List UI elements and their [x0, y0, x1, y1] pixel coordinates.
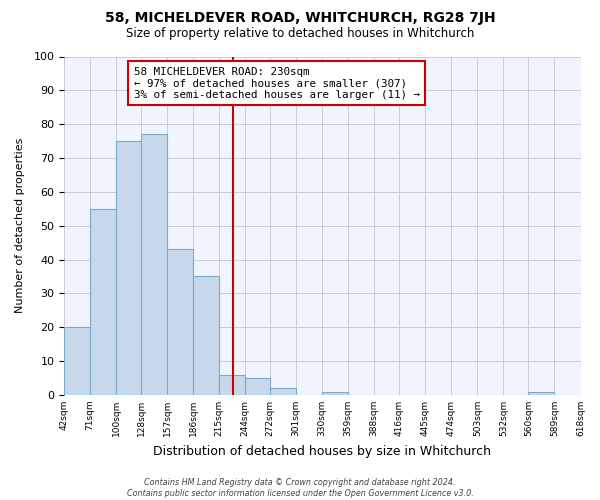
- Bar: [116, 141, 141, 395]
- Text: 58, MICHELDEVER ROAD, WHITCHURCH, RG28 7JH: 58, MICHELDEVER ROAD, WHITCHURCH, RG28 7…: [104, 11, 496, 25]
- Bar: [322, 392, 348, 395]
- Bar: [219, 374, 245, 395]
- Text: Size of property relative to detached houses in Whitchurch: Size of property relative to detached ho…: [126, 27, 474, 40]
- Bar: [270, 388, 296, 395]
- Bar: [90, 209, 116, 395]
- X-axis label: Distribution of detached houses by size in Whitchurch: Distribution of detached houses by size …: [153, 444, 491, 458]
- Bar: [167, 250, 193, 395]
- Y-axis label: Number of detached properties: Number of detached properties: [15, 138, 25, 314]
- Bar: [245, 378, 270, 395]
- Bar: [193, 276, 219, 395]
- Bar: [529, 392, 554, 395]
- Bar: [141, 134, 167, 395]
- Bar: [64, 327, 90, 395]
- Text: Contains HM Land Registry data © Crown copyright and database right 2024.
Contai: Contains HM Land Registry data © Crown c…: [127, 478, 473, 498]
- Text: 58 MICHELDEVER ROAD: 230sqm
← 97% of detached houses are smaller (307)
3% of sem: 58 MICHELDEVER ROAD: 230sqm ← 97% of det…: [134, 66, 420, 100]
